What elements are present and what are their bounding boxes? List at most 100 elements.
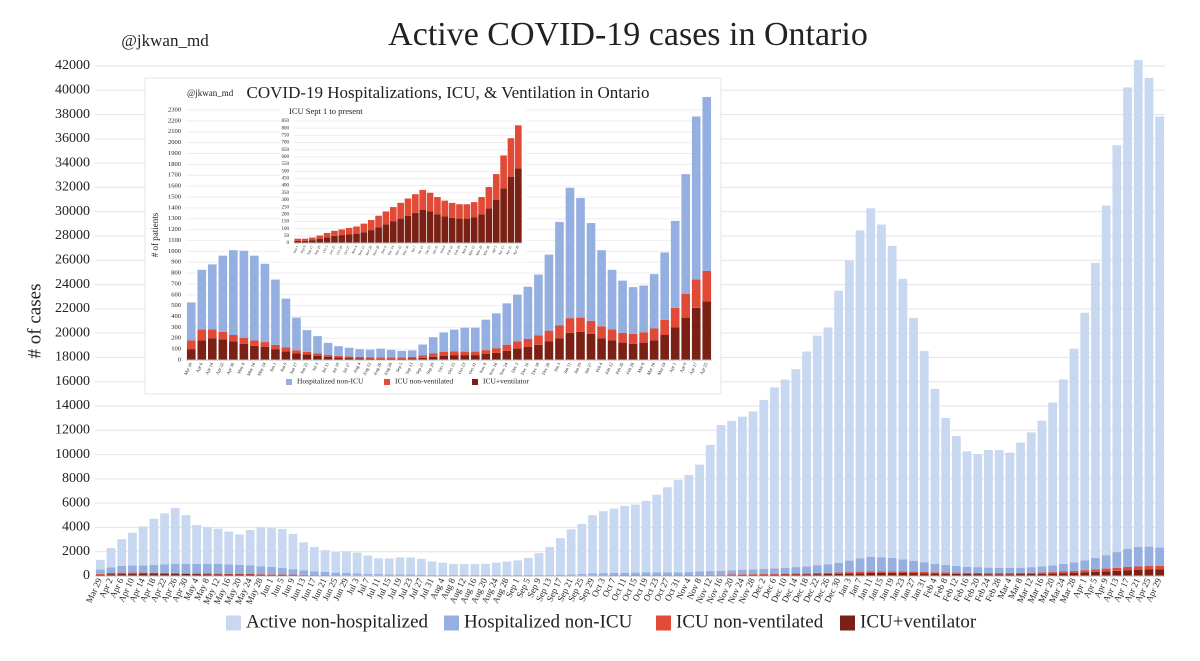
- bar-segment: [919, 562, 929, 572]
- bar-segment: [737, 416, 747, 570]
- bar-segment: [1016, 572, 1025, 575]
- bar-segment: [149, 572, 159, 574]
- y-tick-label: 30000: [55, 204, 90, 219]
- bar-segment: [352, 552, 362, 574]
- y-tick-label: 2000: [62, 544, 90, 559]
- bar-segment: [260, 346, 270, 360]
- bar-segment: [470, 217, 478, 243]
- bar-segment: [181, 573, 191, 574]
- bar-segment: [448, 202, 456, 218]
- x-tick-label: Sep 1: [292, 245, 299, 254]
- bar-segment: [117, 573, 127, 576]
- y-tick-label: 200: [282, 212, 290, 217]
- y-tick-label: 1700: [168, 172, 181, 179]
- bar-segment: [492, 174, 500, 200]
- bar-segment: [397, 350, 406, 358]
- bar-segment: [460, 355, 470, 360]
- bar-segment: [877, 224, 886, 558]
- x-tick-label: Dec 2: [510, 362, 519, 374]
- bar-segment: [1016, 574, 1025, 576]
- bar-segment: [984, 574, 993, 576]
- bar-segment: [577, 524, 587, 574]
- legend-label: Hospitalized non-ICU: [297, 377, 364, 386]
- bar-segment: [331, 230, 338, 236]
- bar-segment: [449, 574, 458, 576]
- bar-segment: [576, 317, 585, 332]
- bar-segment: [1037, 573, 1047, 576]
- x-tick-label: Oct 15: [446, 361, 456, 375]
- bar-segment: [695, 571, 704, 575]
- bar-segment: [224, 574, 234, 576]
- bar-segment: [834, 573, 844, 576]
- bar-segment: [235, 573, 244, 575]
- bar-segment: [256, 574, 266, 576]
- bar-segment: [323, 354, 333, 357]
- bar-segment: [1144, 77, 1154, 547]
- bar-segment: [397, 358, 406, 360]
- bar-segment: [428, 356, 438, 360]
- y-tick-label: 2300: [168, 106, 181, 113]
- bar-segment: [309, 237, 316, 241]
- bar-segment: [670, 307, 680, 328]
- x-tick-label: Apr 17: [688, 361, 698, 375]
- bar-segment: [202, 574, 212, 576]
- bar-segment: [812, 335, 822, 566]
- bar-segment: [95, 559, 105, 570]
- bar-segment: [395, 574, 405, 576]
- x-tick-label: Oct 3: [322, 245, 329, 254]
- legend-swatch: [472, 379, 478, 385]
- x-tick-label: Nov 28: [372, 245, 380, 256]
- bar-segment: [302, 351, 312, 355]
- bar-segment: [618, 342, 627, 360]
- bar-segment: [202, 573, 212, 575]
- y-tick-label: 10000: [55, 447, 90, 462]
- bar-segment: [459, 574, 469, 576]
- bar-segment: [170, 508, 180, 564]
- bar-segment: [313, 355, 322, 360]
- bar-segment: [597, 338, 606, 360]
- y-tick-label: 1000: [168, 248, 181, 255]
- bar-segment: [1016, 442, 1025, 568]
- x-tick-label: Mar 12: [468, 245, 476, 256]
- bar-segment: [353, 233, 360, 243]
- bar-segment: [320, 550, 330, 572]
- bar-segment: [197, 269, 207, 330]
- bar-segment: [470, 574, 480, 576]
- x-tick-label: Dec 22: [394, 245, 402, 256]
- bar-segment: [463, 218, 471, 243]
- bar-segment: [502, 350, 512, 360]
- x-tick-label: Apr 25: [699, 361, 709, 375]
- bar-segment: [534, 553, 544, 576]
- bar-segment: [534, 274, 543, 336]
- bar-segment: [309, 571, 319, 575]
- bar-segment: [1080, 572, 1090, 576]
- bar-segment: [438, 562, 448, 575]
- bar-segment: [1048, 572, 1058, 574]
- bar-segment: [1048, 402, 1058, 566]
- x-tick-label: Jan 31: [432, 245, 440, 255]
- bar-segment: [588, 515, 597, 574]
- bar-segment: [344, 356, 354, 359]
- bar-segment: [962, 451, 972, 567]
- bar-segment: [663, 487, 672, 573]
- legend-label: ICU+ventilator: [483, 377, 529, 386]
- y-tick-label: 900: [171, 259, 181, 266]
- bar-segment: [277, 567, 287, 575]
- x-tick-label: Oct 19: [336, 245, 344, 255]
- bar-segment: [544, 254, 554, 331]
- bar-segment: [770, 573, 779, 575]
- y-tick-label: 6000: [62, 495, 90, 510]
- bar-segment: [375, 215, 382, 228]
- bar-segment: [1080, 312, 1090, 561]
- x-tick-label: Dec 10: [520, 361, 530, 375]
- bar-segment: [812, 574, 822, 576]
- bar-segment: [160, 564, 169, 573]
- y-tick-label: 22000: [55, 301, 90, 316]
- bar-segment: [207, 338, 217, 360]
- bar-segment: [641, 500, 651, 573]
- x-tick-label: Sep 21: [415, 362, 425, 375]
- bar-segment: [470, 351, 480, 356]
- bar-segment: [138, 572, 148, 574]
- bar-segment: [791, 574, 801, 576]
- bar-segment: [355, 356, 364, 359]
